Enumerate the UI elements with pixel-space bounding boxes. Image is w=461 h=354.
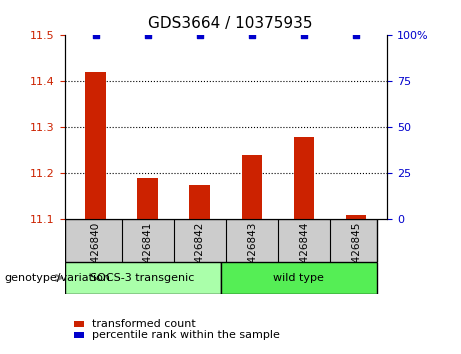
Bar — [85, 72, 106, 219]
Text: GSM426842: GSM426842 — [195, 222, 205, 285]
Text: GDS3664 / 10375935: GDS3664 / 10375935 — [148, 16, 313, 31]
Point — [248, 33, 255, 38]
Text: SOCS-3 transgenic: SOCS-3 transgenic — [90, 273, 195, 283]
Text: GSM426845: GSM426845 — [351, 222, 361, 285]
Text: GSM426843: GSM426843 — [247, 222, 257, 285]
Text: GSM426840: GSM426840 — [91, 222, 101, 285]
Point — [92, 33, 100, 38]
Point — [196, 33, 204, 38]
Point — [144, 33, 152, 38]
Bar — [65, 262, 221, 294]
Text: wild type: wild type — [273, 273, 324, 283]
Bar — [294, 137, 314, 219]
Text: GSM426841: GSM426841 — [143, 222, 153, 285]
Text: genotype/variation: genotype/variation — [5, 273, 111, 283]
Text: GSM426844: GSM426844 — [299, 222, 309, 285]
Text: percentile rank within the sample: percentile rank within the sample — [92, 330, 280, 340]
Bar — [221, 262, 377, 294]
Bar — [189, 185, 210, 219]
Text: transformed count: transformed count — [92, 319, 196, 329]
Point — [300, 33, 307, 38]
Bar — [242, 155, 262, 219]
Point — [352, 33, 360, 38]
Bar — [137, 178, 158, 219]
Bar — [346, 215, 366, 219]
